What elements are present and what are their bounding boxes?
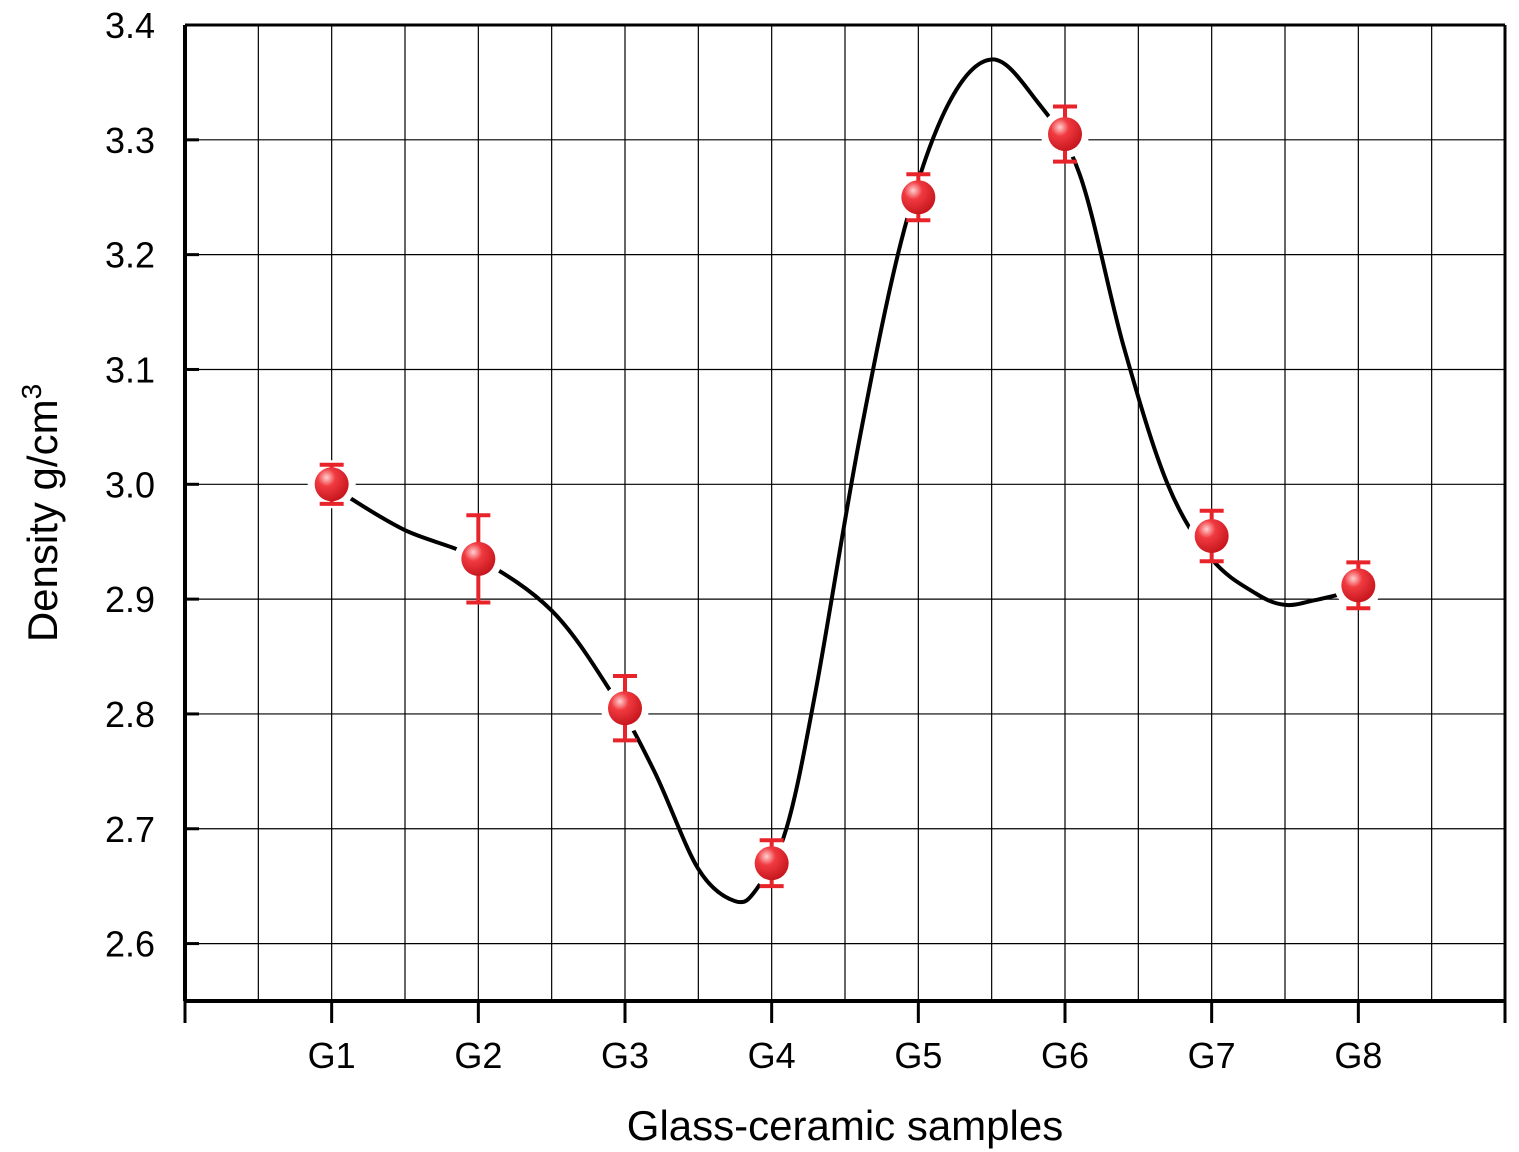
y-tick-label: 2.7 (105, 809, 155, 850)
y-axis-title-superscript: 3 (16, 384, 47, 400)
y-axis-title: Density g/cm3 (16, 384, 66, 642)
x-tick-label: G7 (1188, 1035, 1236, 1076)
y-tick-label: 2.8 (105, 694, 155, 735)
data-point-g5 (894, 172, 943, 223)
y-tick-label: 3.3 (105, 120, 155, 161)
y-tick-label: 3.2 (105, 235, 155, 276)
data-point-g7 (1187, 508, 1236, 564)
x-axis-title: Glass-ceramic samples (627, 1102, 1063, 1149)
x-tick-label: G1 (308, 1035, 356, 1076)
data-marker (901, 180, 936, 215)
data-marker (608, 691, 642, 726)
data-point-g6 (1041, 104, 1089, 164)
axes (183, 23, 1507, 1023)
x-tick-label: G2 (454, 1035, 502, 1076)
y-axis-title-text: Density g/cm (19, 399, 66, 642)
data-marker (1194, 518, 1229, 553)
y-tick-label: 3.4 (105, 5, 155, 46)
y-tick-label: 3.1 (105, 349, 155, 390)
x-tick-label: G4 (748, 1035, 796, 1076)
data-marker (461, 541, 496, 576)
data-point-g4 (747, 838, 796, 889)
x-tick-label: G6 (1041, 1035, 1089, 1076)
y-tick-label: 2.9 (105, 579, 155, 620)
data-point-g2 (454, 513, 503, 605)
data-point-g1 (307, 460, 356, 509)
x-tick-label: G5 (894, 1035, 942, 1076)
x-tick-label: G3 (601, 1035, 649, 1076)
x-tick-label: G8 (1334, 1035, 1382, 1076)
y-tick-label: 3.0 (105, 464, 155, 505)
data-point-g3 (601, 674, 649, 743)
data-points (307, 104, 1383, 889)
data-marker (1341, 568, 1376, 603)
data-point-g8 (1334, 560, 1383, 611)
tick-labels: G1 G2 G3 G4 G5 G6 G7 G8 2.6 2.7 2.8 2.9 3.0 3.1 3.2 3.3… (105, 5, 1382, 1076)
data-marker (314, 467, 349, 502)
y-tick-label: 2.6 (105, 924, 155, 965)
data-marker (754, 846, 789, 881)
data-marker (1048, 117, 1082, 152)
